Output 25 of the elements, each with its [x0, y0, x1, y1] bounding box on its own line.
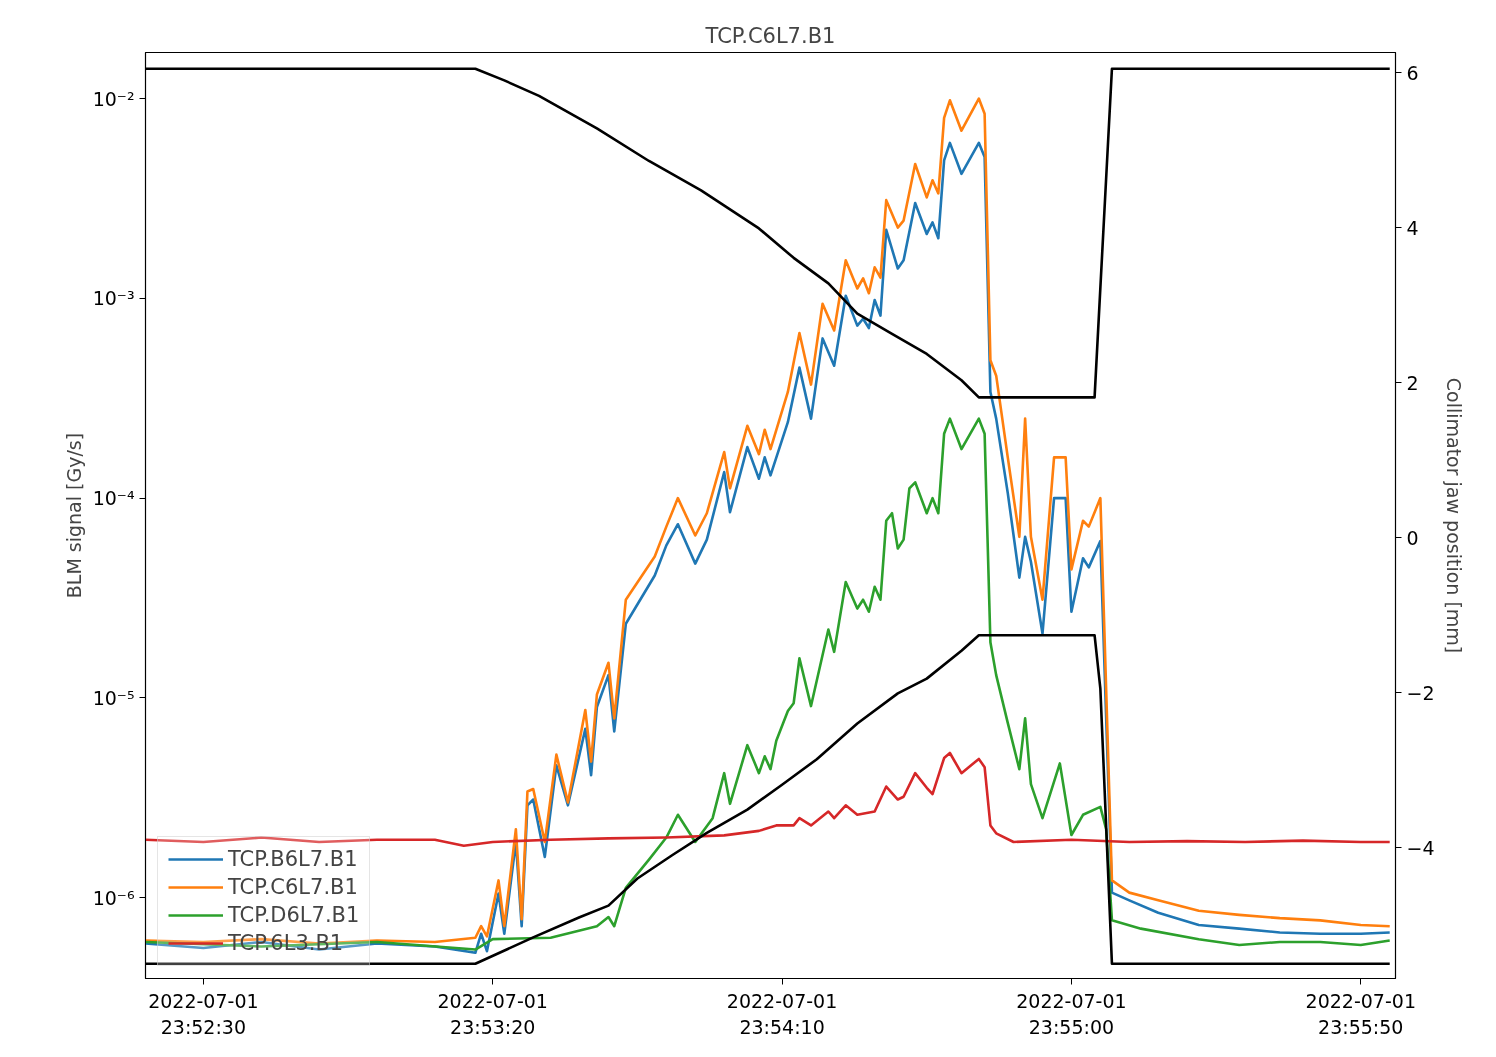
y2-tick-label: 0	[1406, 526, 1419, 549]
y2-tick-label: 6	[1406, 61, 1419, 84]
y2-axis-title: Collimator jaw position [mm]	[1442, 377, 1465, 654]
y-tick-label: 10⁻⁵	[92, 686, 135, 709]
legend-label: TCP.B6L7.B1	[228, 847, 358, 871]
y-axis-title: BLM signal [Gy/s]	[62, 432, 85, 599]
x-tick-label: 2022-07-01 23:52:30	[148, 989, 259, 1038]
y-tick-label: 10⁻²	[92, 87, 135, 110]
x-tick-label: 2022-07-01 23:55:50	[1305, 989, 1416, 1038]
legend-label: TCP.6L3.B1	[228, 931, 344, 955]
y-tick-label: 10⁻⁶	[92, 886, 135, 909]
x-tick-label: 2022-07-01 23:53:20	[437, 989, 548, 1038]
legend-label: TCP.C6L7.B1	[228, 875, 358, 899]
x-tick-label: 2022-07-01 23:54:10	[726, 989, 838, 1038]
chart-title: TCP.C6L7.B1	[704, 23, 836, 48]
line-series	[145, 417, 1392, 951]
y2-tick-label: −2	[1406, 681, 1435, 704]
legend-label: TCP.D6L7.B1	[228, 903, 360, 927]
x-tick-label: 2022-07-01 23:55:00	[1016, 989, 1127, 1038]
y-tick-label: 10⁻⁴	[92, 487, 135, 510]
y2-tick-label: 2	[1406, 371, 1419, 394]
y2-tick-label: −4	[1406, 836, 1435, 859]
line-series	[145, 751, 1392, 848]
y-tick-label: 10⁻³	[92, 287, 135, 310]
y2-tick-label: 4	[1406, 216, 1419, 239]
